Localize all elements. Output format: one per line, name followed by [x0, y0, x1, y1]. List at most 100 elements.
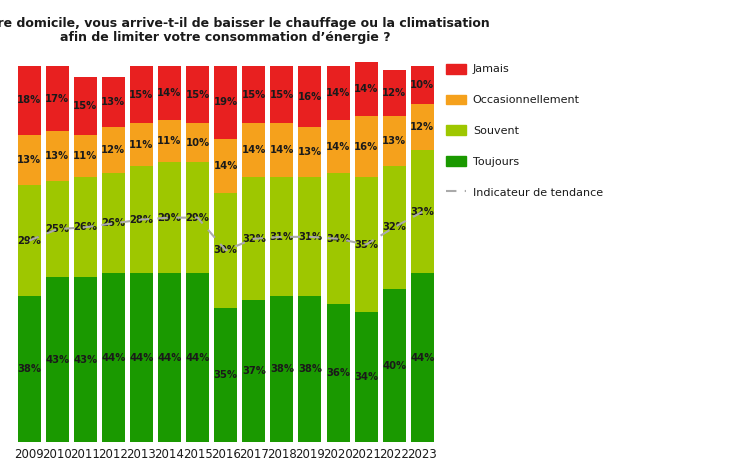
Text: 15%: 15% [129, 89, 153, 99]
Text: 40%: 40% [382, 361, 406, 371]
Bar [74, 277, 97, 443]
Bar [45, 277, 69, 443]
Text: 14%: 14% [354, 84, 378, 94]
Bar [326, 173, 350, 304]
Bar [18, 185, 40, 297]
Bar [326, 66, 350, 119]
Bar [383, 289, 406, 443]
Text: 11%: 11% [73, 151, 97, 161]
Text: 29%: 29% [17, 236, 41, 246]
Bar [355, 177, 377, 312]
Bar [102, 173, 125, 273]
Text: 44%: 44% [101, 353, 125, 363]
Text: 14%: 14% [158, 88, 182, 98]
Text: 38%: 38% [270, 365, 294, 375]
Text: 44%: 44% [158, 353, 182, 363]
Bar [410, 273, 434, 443]
Bar [326, 304, 350, 443]
Text: 32%: 32% [383, 222, 406, 232]
Bar [102, 273, 125, 443]
Bar [186, 66, 209, 123]
Bar [18, 66, 40, 135]
Text: 14%: 14% [270, 145, 294, 155]
Text: 34%: 34% [326, 234, 350, 244]
Text: 12%: 12% [410, 122, 435, 132]
Text: 13%: 13% [17, 155, 41, 165]
Text: 30%: 30% [214, 245, 237, 255]
Text: 26%: 26% [101, 218, 125, 228]
Bar [18, 297, 40, 443]
Bar [270, 66, 293, 123]
Text: 31%: 31% [298, 232, 322, 242]
Bar [18, 135, 40, 185]
Text: 16%: 16% [298, 91, 322, 101]
Text: 35%: 35% [354, 239, 378, 249]
Text: 12%: 12% [101, 145, 125, 155]
Text: 18%: 18% [17, 95, 41, 106]
Text: 12%: 12% [382, 88, 406, 98]
Bar [410, 150, 434, 273]
Bar [355, 116, 377, 177]
Text: 37%: 37% [242, 367, 265, 377]
Bar [242, 66, 265, 123]
Text: 26%: 26% [73, 222, 97, 232]
Bar [270, 297, 293, 443]
Text: 32%: 32% [410, 207, 434, 217]
Bar [74, 135, 97, 177]
Text: 15%: 15% [242, 89, 266, 99]
Bar [355, 312, 377, 443]
Text: 14%: 14% [213, 161, 238, 171]
Text: 38%: 38% [298, 365, 322, 375]
Bar [45, 66, 69, 131]
Text: 13%: 13% [382, 136, 406, 146]
Bar [326, 119, 350, 173]
Bar [102, 78, 125, 128]
Text: 17%: 17% [45, 93, 69, 103]
Bar [298, 297, 322, 443]
Bar [214, 193, 237, 308]
Text: 44%: 44% [129, 353, 154, 363]
Bar [74, 177, 97, 277]
Text: 13%: 13% [45, 151, 69, 161]
Bar [214, 66, 237, 139]
Text: 44%: 44% [185, 353, 210, 363]
Bar [383, 69, 406, 116]
Title: À votre domicile, vous arrive-t-il de baisser le chauffage ou la climatisation
a: À votre domicile, vous arrive-t-il de ba… [0, 15, 490, 44]
Bar [214, 308, 237, 443]
Text: 11%: 11% [129, 139, 154, 149]
Text: 28%: 28% [130, 215, 153, 225]
Bar [298, 128, 322, 177]
Text: 11%: 11% [158, 136, 182, 146]
Text: 10%: 10% [185, 138, 210, 148]
Bar [158, 162, 181, 273]
Bar [242, 300, 265, 443]
Text: 15%: 15% [73, 101, 97, 111]
Bar [45, 131, 69, 181]
Bar [383, 166, 406, 289]
Bar [186, 123, 209, 162]
Text: 43%: 43% [73, 355, 97, 365]
Bar [158, 273, 181, 443]
Text: 36%: 36% [326, 368, 350, 378]
Bar [186, 273, 209, 443]
Text: 14%: 14% [326, 88, 350, 98]
Text: 29%: 29% [185, 213, 210, 223]
Text: 19%: 19% [213, 98, 237, 108]
Text: 16%: 16% [354, 141, 378, 151]
Bar [158, 119, 181, 162]
Bar [270, 177, 293, 297]
Text: 15%: 15% [270, 89, 294, 99]
Bar [130, 166, 153, 273]
Text: 15%: 15% [185, 89, 210, 99]
Bar [410, 104, 434, 150]
Bar [410, 66, 434, 104]
Bar [130, 273, 153, 443]
Bar [298, 66, 322, 128]
Bar [383, 116, 406, 166]
Bar [158, 66, 181, 119]
Text: 29%: 29% [158, 213, 182, 223]
Bar [242, 177, 265, 300]
Text: 14%: 14% [242, 145, 266, 155]
Bar [130, 123, 153, 166]
Text: 43%: 43% [45, 355, 69, 365]
